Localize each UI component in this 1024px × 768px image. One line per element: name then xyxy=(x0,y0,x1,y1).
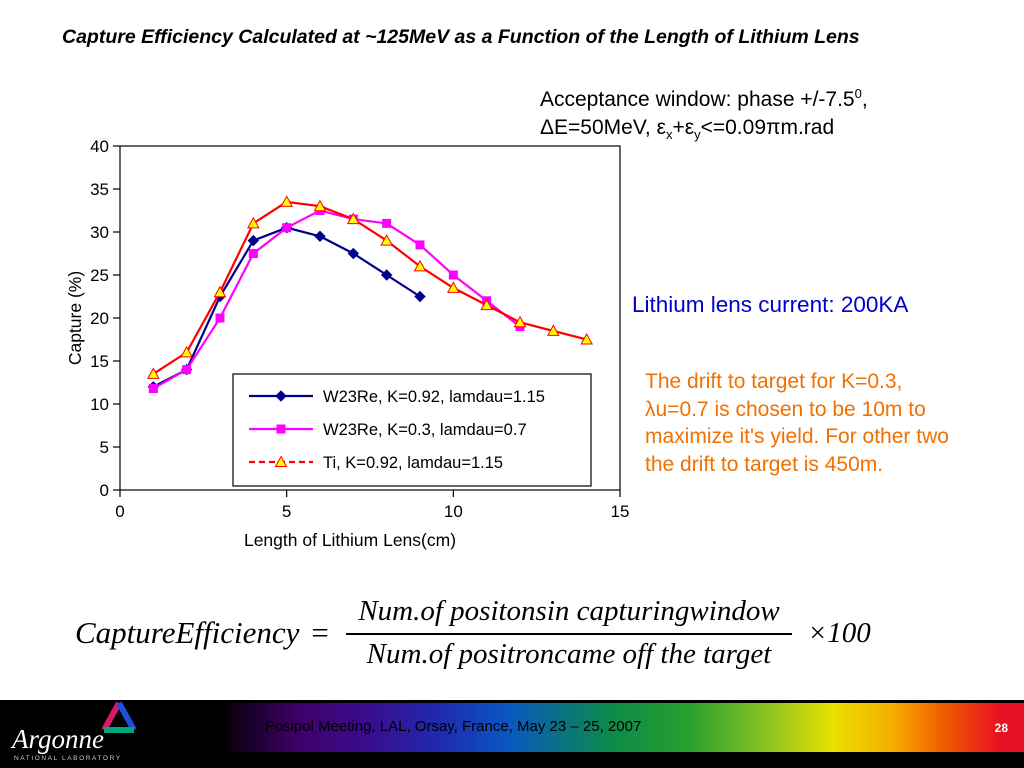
formula-fraction: Num.of positonsin capturingwindow Num.of… xyxy=(346,595,792,671)
svg-text:W23Re, K=0.92, lamdau=1.15: W23Re, K=0.92, lamdau=1.15 xyxy=(323,388,545,406)
argonne-subtitle: NATIONAL LABORATORY xyxy=(14,755,122,762)
chart-svg: 0 5 10 15 20 25 30 35 40 0 5 10 15 Length of Lithium … xyxy=(65,137,630,550)
svg-text:30: 30 xyxy=(90,223,109,242)
svg-text:0: 0 xyxy=(100,481,109,500)
series-line-ti-k-0-92-lamdau-1-15 xyxy=(152,200,587,375)
argonne-logo: Argonne NATIONAL LABORATORY xyxy=(0,700,228,768)
acceptance-line2-mid: +ε xyxy=(672,116,695,139)
formula-numerator: Num.of positonsin capturingwindow xyxy=(346,595,792,635)
argonne-wordmark: Argonne xyxy=(12,724,104,754)
svg-text:40: 40 xyxy=(90,137,109,156)
svg-text:20: 20 xyxy=(90,309,109,328)
drift-note: The drift to target for K=0.3, λu=0.7 is… xyxy=(645,370,949,476)
lens-current-note: Lithium lens current: 200KA xyxy=(632,292,909,317)
svg-text:35: 35 xyxy=(90,180,109,199)
acceptance-line1: Acceptance window: phase +/-7.5 xyxy=(540,88,855,111)
svg-text:5: 5 xyxy=(282,502,291,521)
svg-text:5: 5 xyxy=(100,438,109,457)
slide-title: Capture Efficiency Calculated at ~125MeV… xyxy=(62,26,860,48)
footer-meeting-text: Posipol Meeting, LAL, Orsay, France, May… xyxy=(264,718,642,735)
formula-multiplier: ×100 xyxy=(807,616,871,649)
x-axis-title: Length of Lithium Lens(cm) xyxy=(244,530,456,550)
y-axis-title: Capture (%) xyxy=(65,271,85,365)
acceptance-sub-x: x xyxy=(665,127,673,143)
formula-denominator: Num.of positroncame off the target xyxy=(366,638,772,670)
acceptance-superscript: 0 xyxy=(854,86,862,101)
formula-lhs: CaptureEfficiency xyxy=(75,615,300,650)
svg-text:15: 15 xyxy=(611,502,630,521)
svg-text:10: 10 xyxy=(90,395,109,414)
capture-efficiency-chart: 0 5 10 15 20 25 30 35 40 0 5 10 15 Length of Lithium … xyxy=(65,122,640,570)
svg-text:25: 25 xyxy=(90,266,109,285)
svg-text:0: 0 xyxy=(115,502,124,521)
acceptance-line2: ΔE=50MeV, ε xyxy=(540,116,666,139)
page-number: 28 xyxy=(994,721,1008,735)
svg-text:10: 10 xyxy=(444,502,463,521)
footer: Posipol Meeting, LAL, Orsay, France, May… xyxy=(0,700,1024,768)
acceptance-sub-y: y xyxy=(694,127,701,143)
svg-text:15: 15 xyxy=(90,352,109,371)
argonne-triangle-icon xyxy=(101,701,137,733)
formula-equals: = xyxy=(309,615,331,650)
series-line-w23re-k-0-3-lamdau-0-7 xyxy=(152,209,521,390)
acceptance-line2-end: <=0.09πm.rad xyxy=(700,116,835,139)
capture-efficiency-formula: CaptureEfficiency = Num.of positonsin ca… xyxy=(75,588,955,678)
svg-text:Ti, K=0.92, lamdau=1.15: Ti, K=0.92, lamdau=1.15 xyxy=(323,454,503,472)
acceptance-window-note: Acceptance window: phase +/-7.50, ΔE=50M… xyxy=(540,80,980,149)
svg-text:W23Re, K=0.3, lamdau=0.7: W23Re, K=0.3, lamdau=0.7 xyxy=(323,421,527,439)
footer-gradient-bar: Posipol Meeting, LAL, Orsay, France, May… xyxy=(228,703,1024,752)
acceptance-line1-tail: , xyxy=(861,88,868,111)
